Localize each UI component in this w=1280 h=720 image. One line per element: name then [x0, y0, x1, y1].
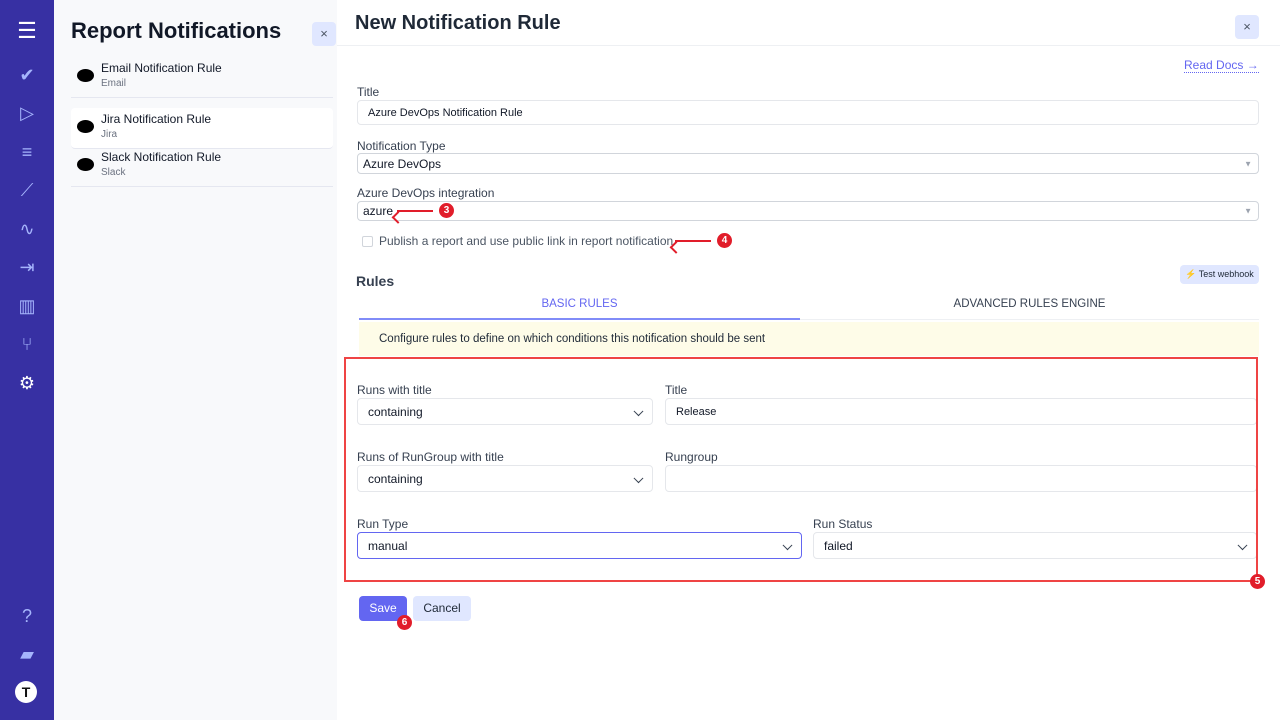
notification-type-select[interactable]: Azure DevOps ▼ [357, 153, 1259, 174]
checklist-icon[interactable]: ≡ [21, 142, 33, 162]
cancel-button[interactable]: Cancel [413, 596, 471, 621]
title-value: Azure DevOps Notification Rule [368, 106, 523, 119]
import-icon[interactable]: ⇥ [19, 257, 35, 277]
branch-icon[interactable]: ⑂ [21, 334, 33, 354]
steps-icon[interactable]: ⟋ [20, 180, 34, 200]
runs-title-label: Runs with title [357, 383, 432, 397]
read-docs-link[interactable]: Read Docs → [1184, 58, 1259, 73]
tab-advanced-rules[interactable]: ADVANCED RULES ENGINE [800, 298, 1259, 320]
panel-close-button[interactable]: × [312, 22, 336, 46]
run-status-value: failed [824, 538, 853, 553]
annotation-badge-6: 6 [397, 615, 412, 630]
tab-basic-rules[interactable]: BASIC RULES [359, 298, 800, 320]
plug-icon: ⚡ [1185, 269, 1197, 279]
profile-icon[interactable]: T [15, 681, 37, 703]
type-value: Azure DevOps [363, 156, 442, 171]
test-webhook-button[interactable]: ⚡ Test webhook [1180, 265, 1259, 284]
annotation-arrow [675, 240, 711, 242]
notification-type-label: Notification Type [357, 139, 446, 153]
folder-icon[interactable]: ▰ [20, 644, 34, 664]
dropdown-icon: ▼ [1244, 206, 1252, 216]
rungroup-input[interactable] [665, 465, 1257, 492]
menu-icon[interactable]: ☰ [17, 18, 37, 43]
close-button[interactable]: × [1235, 15, 1259, 39]
annotation-badge-4: 4 [717, 233, 732, 248]
rule-form: New Notification Rule × Read Docs → Titl… [337, 0, 1280, 720]
runs-title-condition-select[interactable]: containing [357, 398, 653, 425]
item-subtitle: Jira [101, 129, 118, 140]
test-webhook-label: Test webhook [1198, 269, 1254, 279]
item-subtitle: Slack [101, 167, 126, 178]
annotation-box [344, 357, 1258, 582]
chat-icon [77, 158, 94, 171]
run-type-select[interactable]: manual [357, 532, 802, 559]
chart-icon[interactable]: ▥ [18, 296, 36, 316]
title-filter-label: Title [665, 383, 688, 397]
title-filter-value: Release [676, 405, 717, 418]
rules-heading: Rules [356, 273, 395, 289]
integration-select[interactable]: azure ▼ [357, 201, 1259, 221]
annotation-arrow [397, 210, 433, 212]
list-item[interactable]: Slack Notification Rule Slack [71, 146, 333, 187]
item-subtitle: Email [101, 78, 127, 89]
run-type-value: manual [368, 538, 408, 553]
condition-value: containing [368, 471, 423, 486]
save-button[interactable]: Save [359, 596, 407, 621]
chat-icon [77, 69, 94, 82]
annotation-badge-3: 3 [439, 203, 454, 218]
integration-value: azure [363, 204, 394, 218]
pulse-icon[interactable]: ∿ [19, 219, 35, 239]
left-nav: ☰ ✔ ▷ ≡ ⟋ ∿ ⇥ ▥ ⑂ ⚙ ? ▰ T [0, 0, 54, 720]
title-filter-input[interactable]: Release [665, 398, 1257, 425]
page-title: New Notification Rule [355, 12, 561, 34]
panel-title: Report Notifications [71, 18, 282, 43]
publish-label: Publish a report and use public link in … [379, 234, 674, 248]
annotation-badge-5: 5 [1250, 574, 1265, 589]
run-type-label: Run Type [357, 517, 409, 531]
item-title: Email Notification Rule [101, 61, 222, 75]
check-icon[interactable]: ✔ [19, 65, 35, 85]
item-title: Slack Notification Rule [101, 150, 222, 164]
settings-icon[interactable]: ⚙ [18, 373, 36, 393]
notifications-panel: Report Notifications × Email Notificatio… [54, 0, 337, 720]
list-item[interactable]: Jira Notification Rule Jira [71, 108, 333, 149]
rules-info-note: Configure rules to define on which condi… [359, 322, 1259, 356]
run-status-select[interactable]: failed [813, 532, 1257, 559]
rungroup-label: Rungroup [665, 450, 718, 464]
title-label: Title [357, 85, 380, 99]
run-status-label: Run Status [813, 517, 873, 531]
title-input[interactable]: Azure DevOps Notification Rule [357, 100, 1259, 125]
publish-checkbox[interactable] [362, 236, 373, 247]
play-icon[interactable]: ▷ [20, 103, 34, 123]
dropdown-icon: ▼ [1244, 159, 1252, 168]
item-title: Jira Notification Rule [101, 112, 212, 126]
rungroup-condition-label: Runs of RunGroup with title [357, 450, 504, 464]
chat-icon [77, 120, 94, 133]
help-icon[interactable]: ? [21, 606, 32, 626]
condition-value: containing [368, 404, 423, 419]
list-item[interactable]: Email Notification Rule Email [71, 57, 333, 98]
rungroup-condition-select[interactable]: containing [357, 465, 653, 492]
divider [337, 45, 1280, 46]
integration-label: Azure DevOps integration [357, 186, 495, 200]
